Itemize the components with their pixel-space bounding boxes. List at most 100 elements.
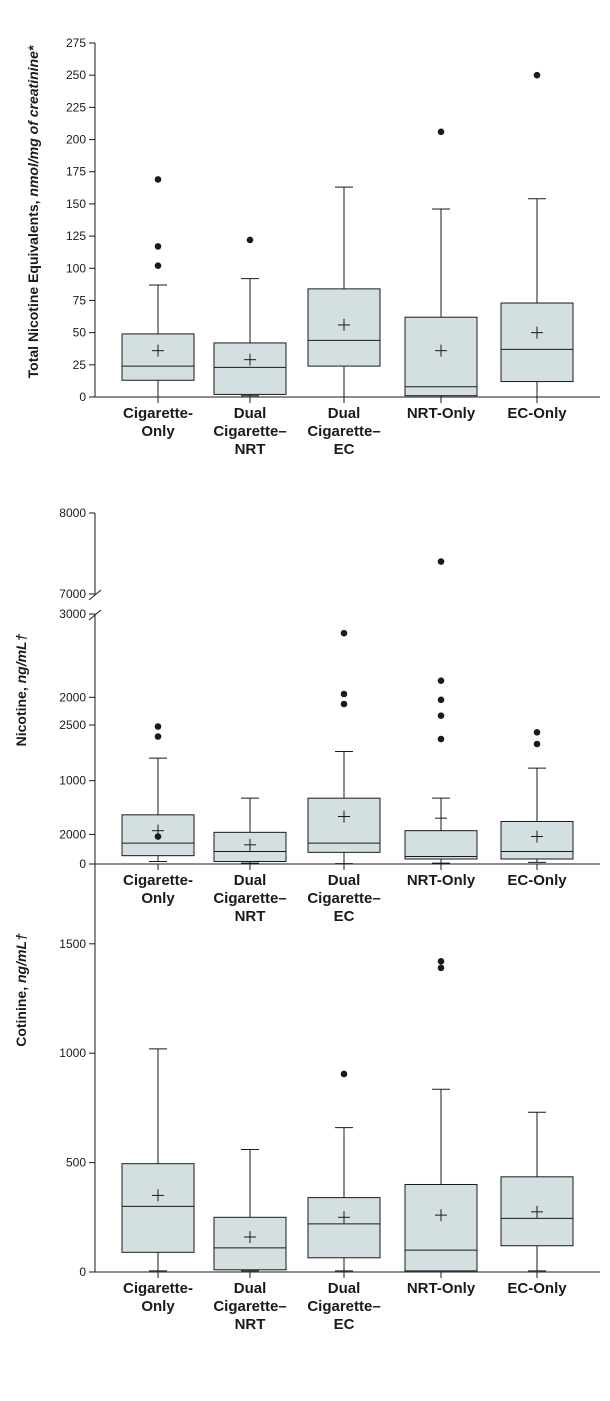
- chart-total-nicotine-equivalents: Total Nicotine Equivalents, nmol/mg of c…: [25, 36, 600, 458]
- x-category-label-line: Cigarette–: [213, 1298, 286, 1315]
- box: [500, 302, 574, 383]
- outlier-point: [437, 696, 445, 704]
- x-category-label: NRT-Only: [407, 872, 476, 889]
- y-tick-label: 75: [73, 293, 87, 307]
- outlier-point: [154, 243, 162, 250]
- outlier-point: [154, 262, 162, 269]
- x-category-label-line: Only: [141, 1298, 175, 1315]
- x-category-label: EC-Only: [507, 405, 567, 422]
- axis-break-mark: [88, 609, 102, 621]
- box: [213, 342, 287, 395]
- outlier-point: [154, 733, 162, 740]
- outlier-point: [533, 740, 541, 748]
- y-tick-label: 2000: [59, 690, 86, 704]
- box-group: [500, 1111, 574, 1272]
- box-group: [307, 186, 381, 398]
- x-category-label-line: Cigarette-: [123, 405, 193, 422]
- x-category-label-line: NRT: [235, 1316, 266, 1333]
- x-category-label-line: EC-Only: [507, 1280, 567, 1297]
- y-tick-label: 100: [66, 261, 86, 275]
- chart-nicotine: Nicotine, ng/mL† 0 1000 2000 3000 7000 8000 Cig…: [13, 506, 600, 925]
- box: [307, 1197, 381, 1259]
- x-category-label-line: Only: [141, 423, 175, 440]
- x-category-label: Dual Cigarette– NRT: [213, 1280, 286, 1333]
- x-category-label-line: EC: [334, 441, 355, 458]
- box-group: [121, 833, 195, 1272]
- y-axis-title-unit: ng/mL†: [13, 633, 29, 683]
- x-category-label-line: Dual: [234, 405, 267, 422]
- y-tick-label: 2000: [59, 827, 86, 841]
- x-category-label-line: Cigarette-: [123, 872, 193, 889]
- outlier-point: [437, 712, 445, 719]
- box: [213, 1216, 287, 1271]
- x-category-label-line: EC: [334, 1316, 355, 1333]
- box: [404, 1183, 478, 1272]
- x-category-label-line: Dual: [328, 872, 361, 889]
- y-tick-label: 1000: [59, 774, 86, 788]
- y-tick-label: 200: [66, 133, 86, 147]
- box: [500, 821, 574, 860]
- x-category-label-line: Dual: [328, 405, 361, 422]
- y-tick-label: 175: [66, 165, 86, 179]
- x-category-label: NRT-Only: [407, 1280, 476, 1297]
- x-category-label-line: NRT-Only: [407, 872, 476, 889]
- y-axis-title-main: Total Nicotine Equivalents,: [25, 197, 41, 379]
- y-tick-label: 0: [79, 857, 86, 871]
- x-category-label: Dual Cigarette– NRT: [213, 872, 286, 925]
- x-category-label: Cigarette-Only: [123, 1280, 193, 1315]
- box: [404, 830, 478, 860]
- x-category-label: Dual Cigarette– EC: [307, 1280, 380, 1333]
- outlier-point: [437, 735, 445, 743]
- box-group: [121, 176, 195, 398]
- y-tick-label: 225: [66, 100, 86, 114]
- outlier-point: [437, 958, 445, 965]
- x-category-label-line: Dual: [234, 1280, 267, 1297]
- box-group: [307, 1070, 381, 1272]
- y-axis-title: Cotinine, ng/mL†: [13, 933, 29, 1047]
- y-tick-label: 1000: [59, 1046, 86, 1060]
- box-group: [404, 958, 478, 1273]
- y-tick-label: 25: [73, 358, 87, 372]
- y-tick-label: 125: [66, 229, 86, 243]
- axis-break-mark: [88, 589, 102, 601]
- outlier-point: [340, 1070, 348, 1078]
- x-category-label-line: Cigarette–: [307, 890, 380, 907]
- x-category-label-line: Cigarette–: [213, 890, 286, 907]
- x-category-label: Dual Cigarette– EC: [307, 872, 380, 925]
- y-tick-label: 50: [73, 326, 87, 340]
- outlier-point: [533, 71, 541, 79]
- box: [307, 797, 381, 853]
- y-tick-label: 275: [66, 36, 86, 50]
- x-category-label: Dual Cigarette– EC: [307, 405, 380, 458]
- outlier-point: [154, 176, 162, 183]
- x-category-label-line: EC-Only: [507, 872, 567, 889]
- x-category-label: Cigarette-Only: [123, 872, 193, 907]
- outlier-point: [437, 964, 445, 972]
- x-category-label: Dual Cigarette– NRT: [213, 405, 286, 458]
- box-group: [500, 71, 574, 398]
- outlier-point: [246, 236, 254, 244]
- x-category-label-line: NRT: [235, 441, 266, 458]
- x-category-label-line: EC-Only: [507, 405, 567, 422]
- outlier-point: [437, 677, 445, 684]
- y-axis-title-unit: ng/mL†: [13, 933, 29, 983]
- outlier-point: [154, 723, 162, 730]
- x-category-label-line: Cigarette-: [123, 1280, 193, 1297]
- box-group: [121, 723, 195, 862]
- outlier-point: [340, 690, 348, 698]
- x-category-label-line: Cigarette–: [307, 1298, 380, 1315]
- x-category-label-line: NRT: [235, 908, 266, 925]
- y-tick-label: 250: [66, 68, 86, 82]
- outlier-point: [533, 729, 541, 736]
- x-category-label-line: Dual: [328, 1280, 361, 1297]
- y-tick-label: 1500: [59, 937, 86, 951]
- y-tick-label: 0: [79, 390, 86, 404]
- outlier-point: [340, 700, 348, 708]
- x-category-label-line: Cigarette–: [213, 423, 286, 440]
- box-group: [213, 797, 287, 864]
- y-tick-label: 2500: [59, 718, 86, 732]
- outlier-point: [437, 128, 445, 136]
- y-tick-label: 0: [79, 1265, 86, 1279]
- x-category-label-line: NRT-Only: [407, 1280, 476, 1297]
- y-axis-title-main: Nicotine,: [13, 683, 29, 746]
